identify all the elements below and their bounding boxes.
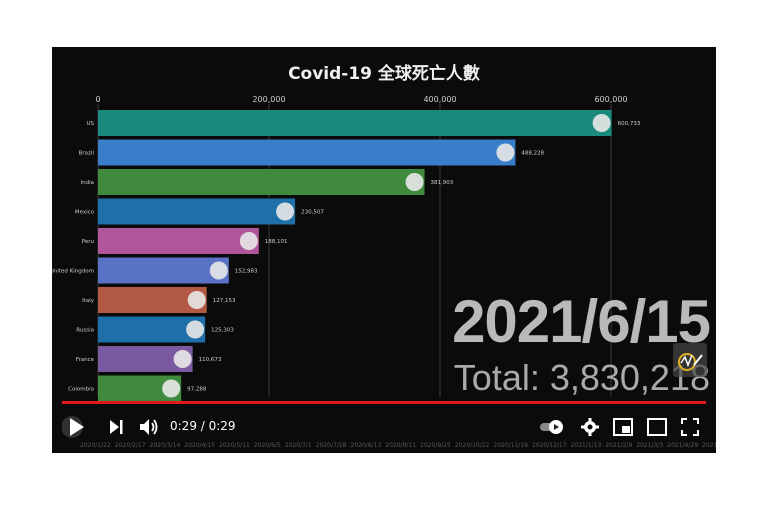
x-tick-label: 600,000 (594, 95, 627, 104)
timeline-label: 2020/10/22 (454, 442, 490, 449)
flag-icon (162, 379, 181, 398)
value-label: 97,288 (187, 387, 207, 393)
timeline-label: 2020/7/1 (284, 442, 312, 449)
date-overlay: 2021/6/15 (452, 288, 711, 355)
skip-next-icon[interactable] (108, 418, 124, 436)
flag-icon (405, 173, 424, 191)
flag-icon (592, 114, 611, 132)
category-label: Italy (82, 298, 95, 304)
bar (98, 139, 516, 166)
value-label: 230,507 (301, 210, 324, 216)
video-player[interactable]: Covid-19 全球死亡人數 0 200,000 400,000 600,000 US… (52, 47, 716, 453)
flag-icon (187, 291, 206, 309)
category-label: Peru (82, 239, 94, 245)
timeline-label: 2020/6/5 (253, 442, 281, 449)
timeline-label: 2021/4/29 (667, 442, 699, 449)
value-label: 188,101 (265, 239, 288, 245)
bar (98, 257, 229, 284)
category-label: Brazil (79, 151, 95, 157)
bar (98, 198, 296, 225)
timeline-label: 2020/7/18 (315, 442, 347, 449)
flag-icon (239, 232, 258, 250)
value-label: 600,733 (618, 121, 641, 127)
timeline-label: 2020/4/15 (184, 442, 216, 449)
timeline-label: 2020/2/17 (114, 442, 146, 449)
timeline-labels: 2020/1/22 2020/2/17 2020/3/14 2020/4/15 2020… (80, 442, 716, 449)
bar-chart: 0 200,000 400,000 600,000 US 600,733 Brazil 488… (52, 95, 641, 402)
volume-icon[interactable] (138, 416, 160, 438)
x-tick-label: 400,000 (423, 95, 456, 104)
channel-logo-icon[interactable] (673, 343, 707, 377)
flag-icon (276, 202, 295, 221)
flag-icon (173, 350, 192, 368)
flag-icon (209, 261, 228, 280)
settings-icon[interactable] (580, 417, 600, 437)
bar (98, 228, 259, 254)
bar (98, 169, 425, 195)
autoplay-toggle-icon[interactable] (539, 419, 565, 435)
category-label: Russia (76, 328, 94, 334)
timeline-label: 2020/9/25 (420, 442, 451, 449)
flag-icon (496, 143, 515, 162)
timeline-label: 2020/12/17 (531, 442, 567, 449)
flag-icon (186, 320, 205, 339)
category-label: Mexico (75, 210, 95, 216)
timeline-label: 2020/5/11 (219, 442, 250, 449)
timeline-label: 2020/11/19 (493, 442, 528, 449)
timeline-label: 2020/1/22 (80, 442, 111, 449)
timeline-label: 2021/5/18 (702, 442, 716, 449)
bar (98, 110, 612, 136)
value-label: 152,983 (235, 269, 258, 275)
category-label: Colombia (68, 387, 94, 393)
x-tick-label: 0 (95, 95, 100, 104)
chart-title: Covid-19 全球死亡人數 (288, 64, 480, 84)
value-label: 488,228 (521, 151, 544, 157)
timeline-label: 2020/3/14 (149, 442, 181, 449)
total-overlay: Total: 3,830,218 (453, 357, 710, 398)
miniplayer-icon[interactable] (612, 417, 634, 437)
value-label: 110,673 (199, 357, 222, 363)
timeline-label: 2021/2/9 (605, 442, 633, 449)
category-label: US (86, 121, 94, 127)
value-label: 125,303 (211, 328, 234, 334)
value-label: 381,903 (431, 180, 454, 186)
theater-icon[interactable] (646, 417, 668, 437)
fullscreen-icon[interactable] (680, 417, 700, 437)
category-label: France (76, 357, 95, 363)
category-label: United Kingdom (52, 269, 94, 275)
timeline-label: 2021/3/3 (636, 442, 664, 449)
time-display: 0:29 / 0:29 (170, 419, 236, 433)
progress-bar[interactable] (62, 401, 706, 404)
value-label: 127,153 (213, 298, 236, 304)
player-controls: 0:29 / 0:29 (52, 407, 716, 453)
x-tick-label: 200,000 (252, 95, 285, 104)
timeline-label: 2021/1/13 (570, 442, 602, 449)
timeline-label: 2020/9/11 (385, 442, 417, 449)
timeline-label: 2020/8/13 (350, 442, 382, 449)
category-label: India (81, 180, 95, 186)
play-icon[interactable] (62, 414, 88, 440)
